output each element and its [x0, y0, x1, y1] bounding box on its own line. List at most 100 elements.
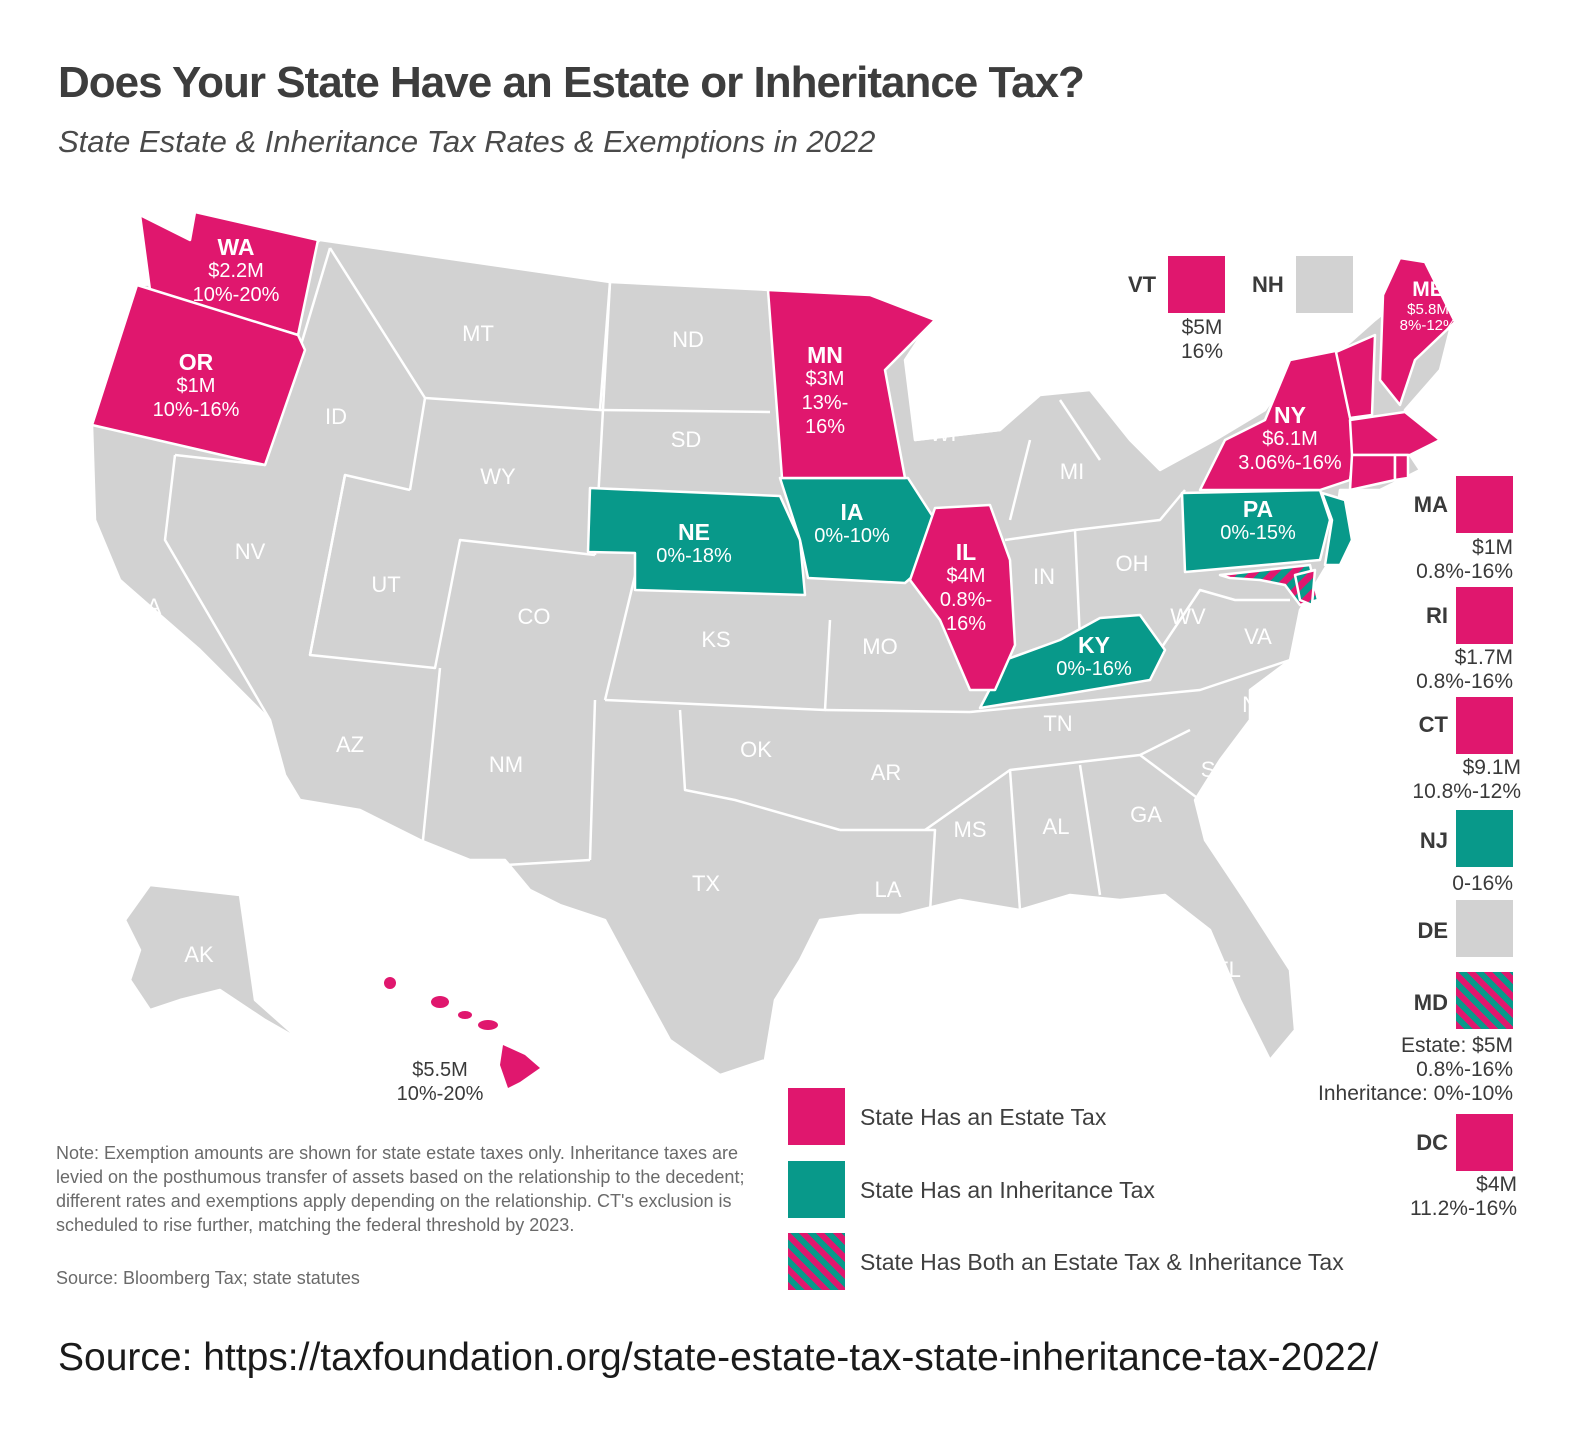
callout-ri-exemption: $1.7M: [1454, 646, 1513, 669]
label-or-exemption: $1M: [176, 375, 216, 397]
label-nd: ND: [672, 327, 704, 352]
callout-vt-abbr: VT: [1128, 272, 1157, 297]
label-co: CO: [517, 604, 551, 629]
label-il-abbr: IL: [955, 539, 977, 565]
label-oh: OH: [1115, 551, 1149, 576]
callout-ri-values: $1.7M 0.8%-16%: [1416, 646, 1513, 694]
callout-md-abbr: MD: [1413, 990, 1448, 1015]
callout-nh-swatch: [1296, 256, 1353, 313]
label-il-rate-1: 0.8%-: [939, 589, 993, 611]
callout-md-line2: 0.8%-16%: [1416, 1058, 1513, 1081]
label-mn-rate-1: 13%-: [801, 392, 849, 414]
callout-dc-abbr: DC: [1416, 1130, 1448, 1155]
callout-nj-abbr: NJ: [1419, 828, 1448, 853]
label-wa-abbr: WA: [217, 234, 255, 260]
label-az: AZ: [335, 732, 365, 757]
state-ma: [1348, 410, 1442, 457]
label-ne-abbr: NE: [678, 519, 710, 545]
state-vt: [1334, 333, 1377, 420]
state-md-east: [1293, 568, 1317, 607]
callout-ma-exemption: $1M: [1472, 536, 1513, 559]
legend-inheritance-label: State Has an Inheritance Tax: [860, 1177, 1155, 1203]
note-text: Note: Exemption amounts are shown for st…: [56, 1143, 745, 1235]
label-ny-rate: 3.06%-16%: [1238, 452, 1342, 474]
label-ky: KY 0%-16%: [1056, 633, 1132, 681]
label-mn: MN $3M 13%- 16%: [802, 343, 849, 439]
label-ne: NE 0%-18%: [656, 520, 732, 568]
state-nj: [1320, 491, 1354, 567]
label-ny-abbr: NY: [1274, 402, 1306, 428]
callout-dc-exemption: $4M: [1476, 1173, 1517, 1196]
label-sd: SD: [670, 427, 702, 452]
label-mn-rate-2: 16%: [804, 416, 846, 438]
label-ok: OK: [740, 737, 772, 762]
callout-ma-rate: 0.8%-16%: [1416, 560, 1513, 583]
label-ny: NY $6.1M 3.06%-16%: [1238, 403, 1341, 475]
label-wi: WI: [929, 421, 957, 446]
state-il: [908, 503, 1017, 692]
label-la: LA: [874, 877, 902, 902]
callout-ct-abbr: CT: [1418, 712, 1448, 737]
label-nv: NV: [234, 539, 266, 564]
callout-dc-rate: 11.2%-16%: [1409, 1197, 1517, 1220]
label-al: AL: [1042, 814, 1070, 839]
label-ut: UT: [371, 572, 401, 597]
label-wa-exemption: $2.2M: [208, 260, 264, 282]
callout-ma-swatch: [1456, 476, 1513, 533]
label-wa: WA $2.2M 10%-20%: [193, 235, 280, 307]
label-id: ID: [325, 404, 347, 429]
label-or: OR $1M 10%-16%: [153, 350, 240, 422]
label-fl: FL: [1215, 957, 1241, 982]
callout-vt-values: $5M 16%: [1160, 316, 1244, 364]
label-wa-rate: 10%-20%: [192, 284, 280, 306]
label-ky-rate: 0%-16%: [1056, 658, 1132, 680]
label-ia-rate: 0%-10%: [814, 525, 890, 547]
callout-md-values: Estate: $5M 0.8%-16% Inheritance: 0%-10%: [1318, 1034, 1513, 1106]
label-ca: CA: [130, 594, 162, 619]
legend-estate-label: State Has an Estate Tax: [860, 1104, 1107, 1130]
callout-ct-exemption: $9.1M: [1462, 756, 1521, 779]
callout-ri-abbr: RI: [1426, 603, 1448, 628]
label-in: IN: [1033, 564, 1055, 589]
label-mn-abbr: MN: [807, 342, 843, 368]
state-or: [90, 283, 307, 467]
state-ky: [978, 613, 1167, 710]
label-hi-rate: 10%-20%: [396, 1083, 484, 1105]
legend-estate-swatch: [788, 1088, 845, 1145]
legend-both-swatch: [788, 1233, 845, 1290]
state-ne: [586, 486, 807, 597]
callout-md-line3: Inheritance: 0%-10%: [1318, 1082, 1513, 1105]
label-mo: MO: [862, 634, 898, 659]
callout-ma-values: $1M 0.8%-16%: [1416, 536, 1513, 584]
state-hi: [384, 977, 540, 1088]
callout-ri-swatch: [1456, 587, 1513, 644]
label-nc: NC: [1242, 692, 1274, 717]
label-or-abbr: OR: [178, 349, 214, 375]
label-va: VA: [1244, 624, 1272, 649]
label-ne-rate: 0%-18%: [656, 545, 732, 567]
label-me-abbr: ME: [1412, 278, 1444, 301]
source-url: Source: https://taxfoundation.org/state-…: [58, 1336, 1379, 1379]
label-ks: KS: [701, 627, 731, 652]
callout-vt-swatch: [1168, 256, 1225, 313]
label-ia-abbr: IA: [840, 499, 864, 525]
callout-vt-rate: 16%: [1180, 340, 1224, 363]
state-me: [1378, 256, 1457, 407]
label-pa: PA 0%-15%: [1220, 497, 1296, 545]
label-wv: WV: [1170, 604, 1206, 629]
callout-nj-rate: 0-16%: [1452, 872, 1513, 895]
state-mn: [766, 288, 937, 480]
label-wy: WY: [480, 464, 516, 489]
label-nm: NM: [488, 752, 524, 777]
label-hi: $5.5M 10%-20%: [397, 1058, 484, 1106]
callout-ct-rate: 10.8%-12%: [1412, 780, 1521, 803]
source-citation: Source: Bloomberg Tax; state statutes: [56, 1268, 360, 1288]
map-title: Does Your State Have an Estate or Inheri…: [58, 58, 1085, 107]
callout-md-swatch: [1456, 972, 1513, 1029]
label-ak: AK: [184, 942, 214, 967]
label-tn: TN: [1043, 711, 1073, 736]
label-pa-abbr: PA: [1242, 496, 1274, 522]
callout-dc-swatch: [1456, 1114, 1513, 1171]
callout-vt-exemption: $5M: [1181, 316, 1223, 339]
label-mi: MI: [1059, 459, 1085, 484]
